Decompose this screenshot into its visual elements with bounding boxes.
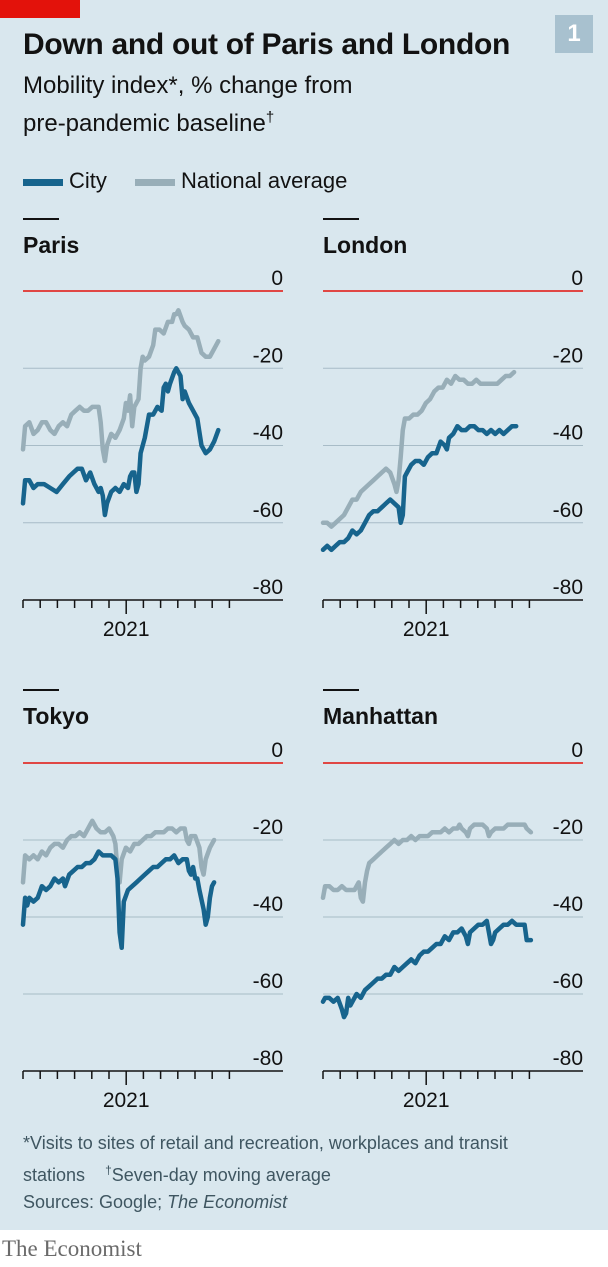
x-tick-label-paris: 2021 bbox=[103, 618, 150, 641]
footnote-note-1: Visits to sites of retail and recreation… bbox=[23, 1133, 508, 1185]
y-tick-label-manhattan-3: -60 bbox=[553, 970, 583, 993]
sources-publication: The Economist bbox=[167, 1192, 288, 1212]
y-tick-label-tokyo-3: -60 bbox=[253, 970, 283, 993]
y-tick-label-manhattan-0: 0 bbox=[571, 739, 583, 762]
footnote: *Visits to sites of retail and recreatio… bbox=[23, 1130, 593, 1216]
economist-red-tag bbox=[0, 0, 80, 18]
panel-tokyo: Tokyo 0 -20 -40 -60 -80 2021 bbox=[20, 689, 283, 1112]
y-tick-label-tokyo-4: -80 bbox=[253, 1047, 283, 1070]
panel-title-rule-manhattan bbox=[323, 689, 359, 691]
panel-title-london: London bbox=[323, 232, 407, 258]
city-line-london bbox=[320, 423, 519, 553]
y-tick-label-tokyo-2: -40 bbox=[253, 893, 283, 916]
footnote-asterisk: * bbox=[23, 1133, 31, 1153]
legend-swatch-national bbox=[135, 178, 176, 186]
subtitle-line-1: Mobility index*, % change from bbox=[23, 72, 353, 99]
y-tick-label-manhattan-1: -20 bbox=[553, 816, 583, 839]
x-tick-label-tokyo: 2021 bbox=[103, 1089, 150, 1112]
y-tick-label-paris-4: -80 bbox=[253, 576, 283, 599]
legend-item-city: City bbox=[23, 168, 107, 194]
national-line-paris bbox=[20, 308, 221, 464]
national-line-london bbox=[320, 369, 517, 529]
chart-subtitle: Mobility index*, % change from pre-pande… bbox=[23, 70, 443, 140]
sources-label: Sources: Google; bbox=[23, 1192, 168, 1212]
chart-title: Down and out of Paris and London bbox=[23, 28, 511, 61]
y-tick-label-manhattan-2: -40 bbox=[553, 893, 583, 916]
panel-title-manhattan: Manhattan bbox=[323, 703, 438, 729]
small-multiples-charts: Paris 0 -20 -40 -60 -80 2021 London 0 -20 -40 -60 -8… bbox=[20, 218, 583, 1112]
subtitle-dagger: † bbox=[265, 109, 275, 126]
chart-number-badge: 1 bbox=[555, 15, 593, 53]
y-tick-label-london-1: -20 bbox=[553, 344, 583, 367]
city-line-tokyo bbox=[20, 849, 217, 951]
panel-title-paris: Paris bbox=[23, 232, 79, 258]
panel-title-tokyo: Tokyo bbox=[23, 703, 89, 729]
panel-title-rule-paris bbox=[23, 218, 59, 220]
legend-item-national: National average bbox=[135, 168, 347, 194]
x-tick-label-manhattan: 2021 bbox=[403, 1089, 450, 1112]
chart-panel bbox=[0, 0, 608, 1230]
y-tick-label-tokyo-0: 0 bbox=[271, 739, 283, 762]
city-line-manhattan bbox=[320, 918, 534, 1020]
panel-title-rule-london bbox=[323, 218, 359, 220]
panel-manhattan: Manhattan 0 -20 -40 -60 -80 2021 bbox=[320, 689, 583, 1112]
sources: Sources: Google; The Economist bbox=[23, 1192, 287, 1212]
y-tick-label-tokyo-1: -20 bbox=[253, 816, 283, 839]
legend-swatch-city bbox=[23, 178, 63, 186]
y-tick-label-paris-2: -40 bbox=[253, 422, 283, 445]
panel-london: London 0 -20 -40 -60 -80 2021 bbox=[320, 218, 583, 641]
y-tick-label-paris-1: -20 bbox=[253, 344, 283, 367]
y-tick-label-london-3: -60 bbox=[553, 499, 583, 522]
y-tick-label-london-2: -40 bbox=[553, 422, 583, 445]
legend-label-national: National average bbox=[181, 168, 348, 193]
y-tick-label-paris-0: 0 bbox=[271, 267, 283, 290]
subtitle-line-2: pre-pandemic baseline bbox=[23, 110, 266, 137]
national-line-manhattan bbox=[320, 822, 534, 904]
economist-brand: The Economist bbox=[2, 1236, 142, 1261]
city-line-paris bbox=[20, 366, 221, 518]
y-tick-label-london-0: 0 bbox=[571, 267, 583, 290]
legend-label-city: City bbox=[69, 168, 107, 193]
y-tick-label-paris-3: -60 bbox=[253, 499, 283, 522]
panel-title-rule-tokyo bbox=[23, 689, 59, 691]
y-tick-label-manhattan-4: -80 bbox=[553, 1047, 583, 1070]
footnote-dagger: † bbox=[105, 1163, 112, 1177]
x-tick-label-london: 2021 bbox=[403, 618, 450, 641]
footnote-note-2: Seven-day moving average bbox=[111, 1165, 331, 1185]
y-tick-label-london-4: -80 bbox=[553, 576, 583, 599]
panel-paris: Paris 0 -20 -40 -60 -80 2021 bbox=[20, 218, 283, 641]
legend: City National average bbox=[23, 168, 369, 194]
